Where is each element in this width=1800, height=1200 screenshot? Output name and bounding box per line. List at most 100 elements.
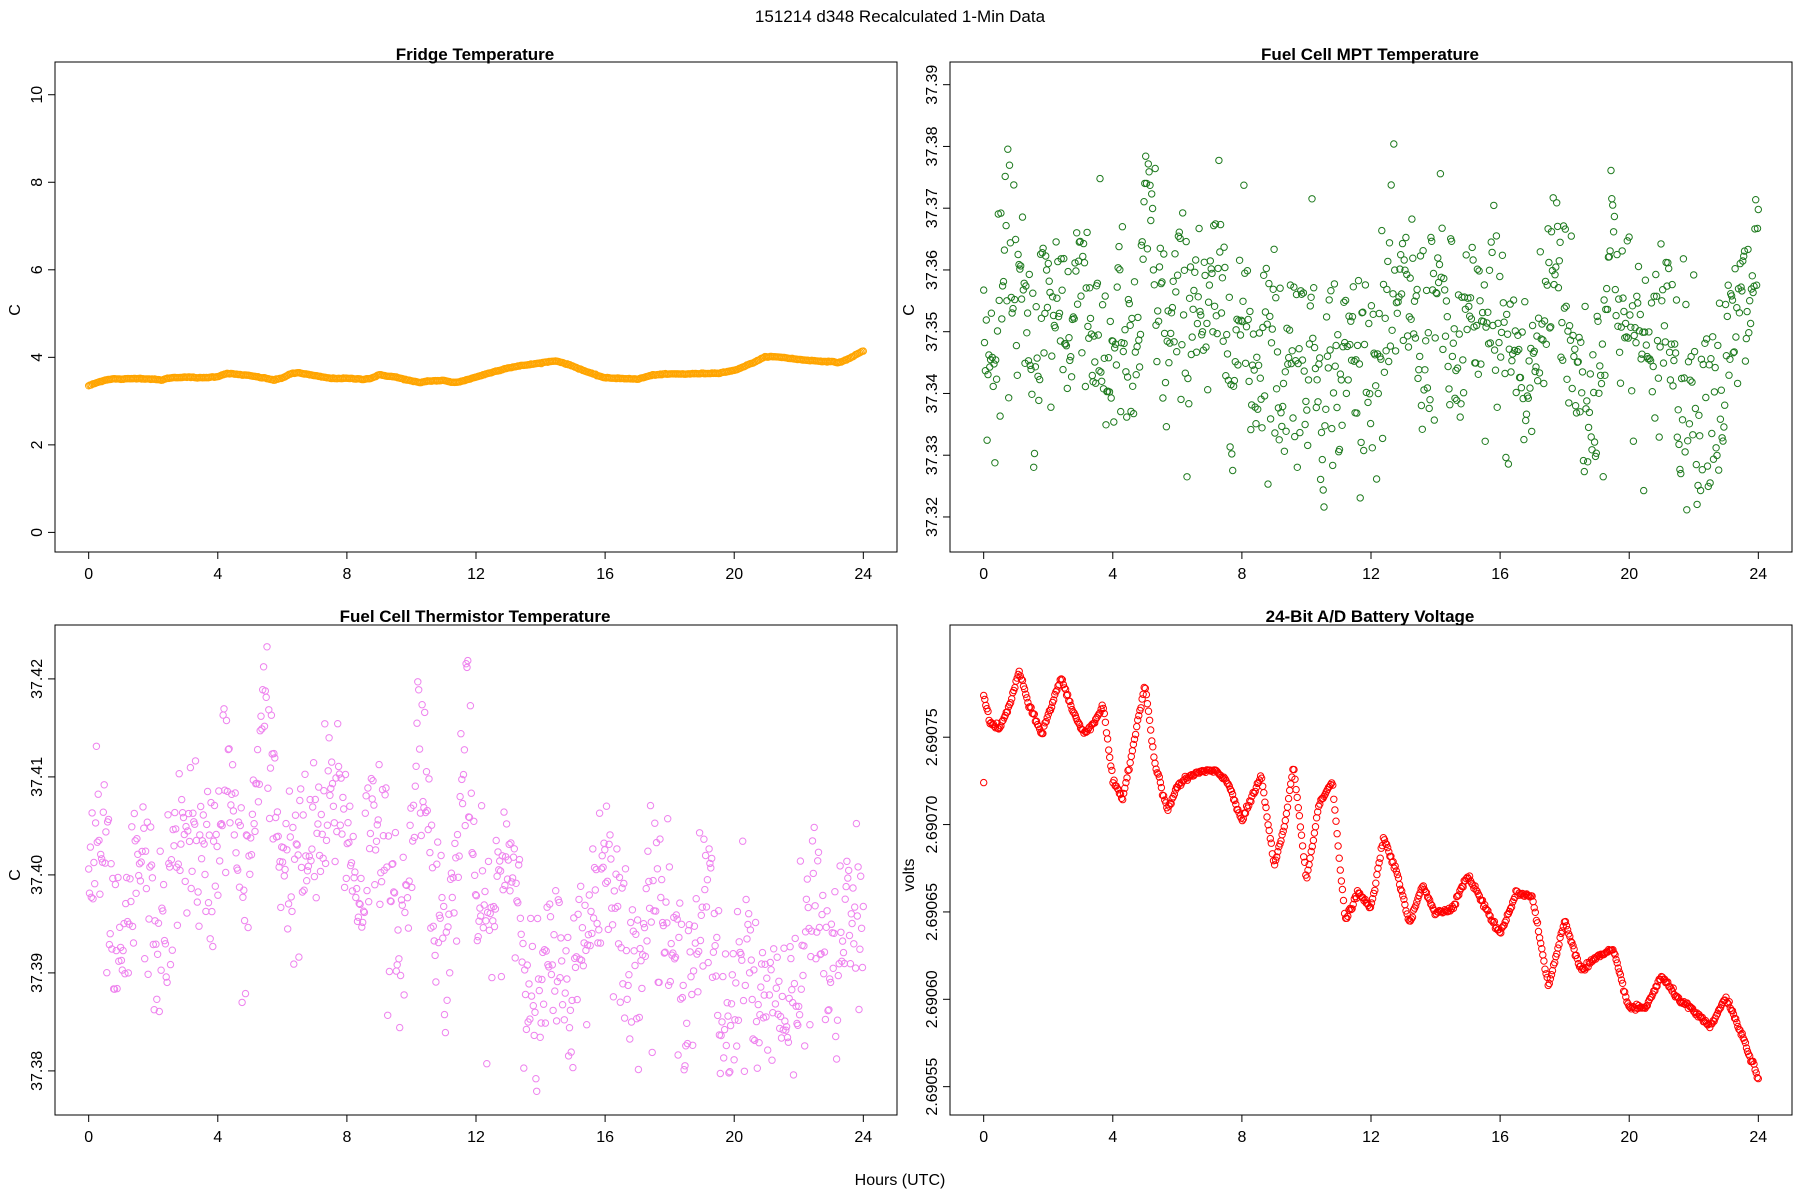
data-point [451,839,459,848]
data-point [1151,164,1159,173]
data-point [1357,438,1365,447]
data-point [1670,356,1678,365]
data-point [1047,403,1055,411]
data-point [1562,302,1570,310]
data-point [121,970,129,978]
data-point [314,820,322,828]
data-point [630,947,638,955]
data-point [1657,240,1665,248]
data-point [135,860,144,868]
data-point [1599,473,1607,481]
data-point [197,855,206,863]
data-point [346,802,354,810]
data-point [992,356,1000,364]
data-point [502,820,511,828]
data-point [377,878,386,886]
data-point [1381,314,1389,322]
data-point [1278,831,1286,839]
data-point [569,1063,577,1072]
data-point [130,809,139,818]
data-point [1425,404,1433,413]
data-point [1587,433,1595,441]
data-point [1490,346,1499,354]
data-point [708,973,717,981]
data-point [1688,378,1696,386]
data-point [92,742,101,750]
data-point [1591,452,1600,461]
data-point [697,911,705,919]
data-point [270,749,278,758]
data-point [695,829,704,837]
data-point [1676,465,1684,474]
plot-frame [949,624,1793,1116]
data-point [836,862,844,870]
data-point [676,995,685,1003]
data-point [1330,795,1338,803]
data-point [832,1032,840,1041]
data-point [1210,221,1218,230]
data-point [386,897,394,905]
data-point [1558,927,1566,935]
data-point [1530,904,1538,912]
data-point [189,809,197,817]
data-point [208,907,216,916]
data-point [107,860,115,868]
data-point [705,845,713,853]
data-point [1412,902,1420,910]
data-point [465,813,474,822]
y-tick-label: 2.69055 [924,1058,941,1116]
data-point [1570,352,1578,361]
data-point [427,821,436,829]
data-point [1127,752,1136,761]
x-tick-label: 12 [1362,1129,1380,1146]
data-point [1178,341,1186,349]
data-point [1070,315,1078,323]
data-point [87,893,96,901]
data-point [345,838,353,847]
data-point [103,969,111,977]
data-point [1374,389,1383,398]
data-point [1426,396,1434,404]
data-point [469,850,477,859]
data-point [1407,315,1415,323]
data-point [1711,363,1719,372]
data-point [1636,1004,1644,1012]
data-point [210,801,219,810]
data-point [623,995,631,1003]
data-point [859,902,867,911]
data-point [209,837,218,845]
data-point [1609,201,1617,209]
data-point [1378,226,1386,235]
data-point [417,831,425,840]
data-point [1176,234,1184,243]
data-point [1672,296,1681,304]
data-point [1298,842,1307,850]
data-point [155,1007,164,1016]
data-point [176,866,184,875]
data-point [1026,361,1034,370]
data-point [1338,885,1347,894]
data-point [1410,297,1419,305]
data-point [179,813,188,822]
data-point [984,707,992,716]
data-point [1486,339,1495,347]
data-point [1539,951,1547,959]
data-point [1065,334,1073,342]
data-point [168,946,177,954]
data-point [1697,355,1706,363]
data-point [816,950,824,959]
data-points [85,643,867,1096]
data-point [1031,363,1040,371]
data-point [186,763,195,772]
data-point [274,832,282,840]
y-tick-label: 4 [29,353,46,362]
data-point [1752,196,1760,204]
data-point [1516,373,1525,382]
data-point [405,877,413,885]
data-point [1465,302,1473,311]
data-point [501,881,509,890]
data-point [365,898,373,906]
data-point [444,923,452,931]
data-point [1266,834,1275,843]
data-point [766,958,774,967]
